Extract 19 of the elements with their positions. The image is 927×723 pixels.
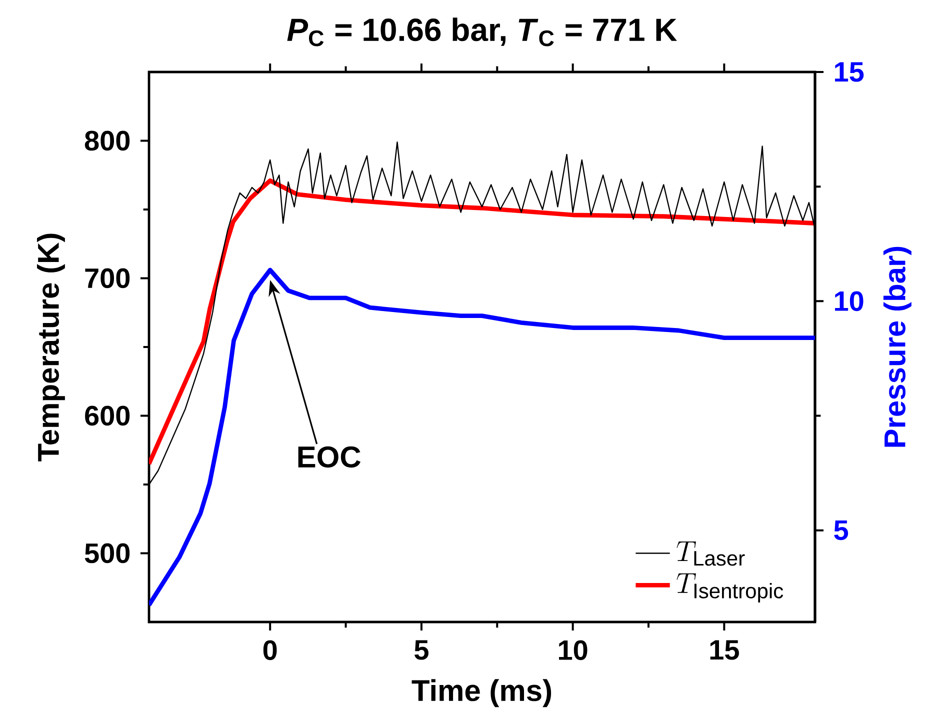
y-tick-label: 700 [85,268,130,288]
x-axis-title: Time (ms) [412,679,552,708]
legend-label: $T_{\mathrm{Laser}}$ [676,542,745,566]
x-tick-label: 0 [263,640,277,660]
y2-tick-label: 10 [835,291,864,312]
chart-title: P$_{C}$ = 10.66 bar, T$_{C}$ = 771 K [287,18,677,46]
legend-label: $T_{\mathrm{Isentropic}}$ [676,573,784,603]
y2-axis-title: Pressure (bar) [883,246,912,447]
x-tick-label: 15 [710,640,739,660]
y-tick-label: 500 [84,543,130,564]
line-series [149,178,815,466]
y2-tick-label: 5 [834,520,848,540]
x-tick-label: 10 [559,640,588,660]
y-tick-label: 800 [84,130,130,151]
annotation: EOC [298,446,360,468]
y-axis-title: Temperature (K) [36,234,65,462]
x-tick-label: 5 [414,640,428,660]
y-tick-label: 600 [85,406,130,426]
y2-tick-label: 15 [835,62,864,82]
